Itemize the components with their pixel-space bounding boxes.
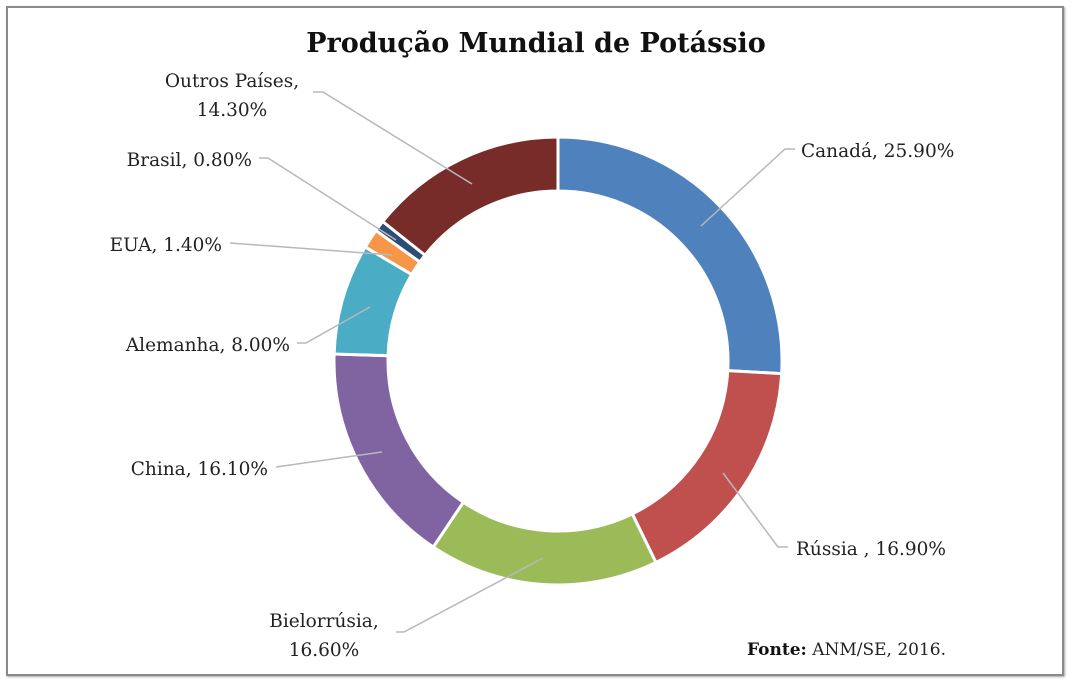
donut-slices <box>332 135 784 587</box>
slice-bielorrusia <box>431 500 658 587</box>
slice-china <box>332 352 466 550</box>
leader-line-russia <box>722 472 788 548</box>
leader-line-others <box>313 91 473 185</box>
label-brazil: Brasil, 0.80% <box>127 150 252 171</box>
leader-lines <box>229 91 795 633</box>
source-text: ANM/SE, 2016. <box>807 640 946 660</box>
slice-outros-paises <box>380 135 560 258</box>
leader-line-germany <box>297 306 371 344</box>
leader-line-china <box>275 451 383 468</box>
chart-title: Produção Mundial de Potássio <box>306 28 766 59</box>
leader-line-belarus <box>396 557 544 633</box>
label-germany: Alemanha, 8.00% <box>125 335 290 356</box>
label-canada: Canadá, 25.90% <box>801 141 954 162</box>
slice-canada <box>556 135 784 376</box>
slice-russia <box>630 369 784 565</box>
leader-line-usa <box>229 242 393 256</box>
label-belarus-line2: 16.60% <box>289 640 360 661</box>
source-note: Fonte: ANM/SE, 2016. <box>747 640 946 660</box>
label-russia: Rússia , 16.90% <box>796 539 946 560</box>
label-others-line1: Outros Países, <box>165 71 299 92</box>
source-label: Fonte: <box>747 640 807 660</box>
label-belarus-line1: Bielorrúsia, <box>269 611 378 632</box>
leader-line-brazil <box>259 157 397 241</box>
leader-line-canada <box>700 148 795 227</box>
label-usa: EUA, 1.40% <box>110 235 222 256</box>
label-china: China, 16.10% <box>131 459 268 480</box>
label-others-line2: 14.30% <box>197 100 268 121</box>
